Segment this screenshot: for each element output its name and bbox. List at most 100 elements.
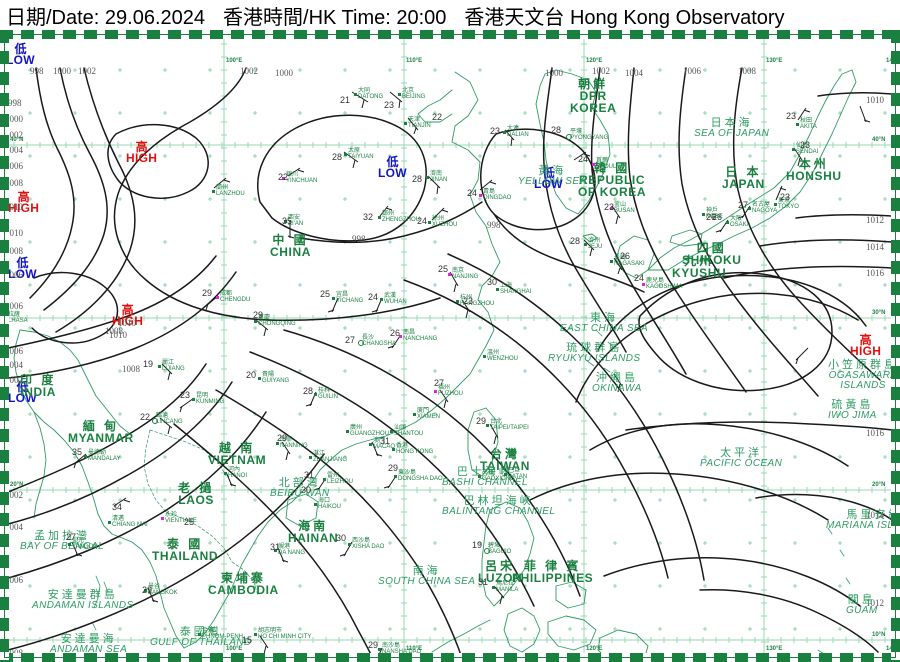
station-label-48: 雷州 LEIZHOU xyxy=(327,473,353,485)
station-label-en: TAIPEI/TAIPEI xyxy=(490,425,529,431)
pressure-centre-low-3: 低 LOW xyxy=(8,257,37,281)
station-label-20: 神戶 KOBE xyxy=(706,208,723,220)
station-label-en: BAGUIO xyxy=(488,549,512,555)
station-label-en: GUANGZHOU xyxy=(350,431,389,437)
station-marker-40 xyxy=(434,390,437,393)
isobar-label-38: 1016 xyxy=(866,428,884,438)
sea-label-en: IWO JIMA xyxy=(828,410,877,421)
station-label-cn: 成都 xyxy=(220,291,233,297)
sea-label-cn: 馬里安納 xyxy=(846,509,900,521)
station-temperature-17: 23 xyxy=(780,192,791,202)
sea-label-en: GUAM xyxy=(846,605,878,616)
station-temperature-2: 22 xyxy=(432,112,443,122)
station-label-63: 曼谷 BANGKOK xyxy=(148,584,178,596)
station-label-en: NANJING xyxy=(452,274,479,280)
country-label-cn: 中 國 xyxy=(272,233,309,247)
station-marker-10 xyxy=(592,163,595,166)
station-label-en: HAIKOU xyxy=(318,504,342,510)
isobar-label-6: 1002 xyxy=(592,66,610,76)
isobar-label-36: 1014 xyxy=(866,242,884,252)
station-label-14: 鹿兒島 KAGOSHIMA xyxy=(646,278,682,290)
isobar-label-8: 1006 xyxy=(683,66,701,76)
station-temperature-56: 30 xyxy=(336,533,347,543)
station-label-29: 拉薩 LHASA xyxy=(8,312,28,324)
station-marker-49 xyxy=(314,503,317,506)
pressure-centre-en: LOW xyxy=(8,267,37,281)
lat-label-right-2: 20°N xyxy=(872,482,886,488)
country-label-cn: 朝鮮 xyxy=(578,77,609,91)
pressure-centre-cn: 高 xyxy=(135,140,148,154)
isobar-label-35: 1012 xyxy=(866,215,884,225)
station-label-cn: 西安 xyxy=(288,215,301,221)
station-temperature-61: 34 xyxy=(112,502,123,512)
isobar-label-1: 1000 xyxy=(53,66,71,76)
station-label-32: 南京 NANJING xyxy=(452,268,478,280)
country-label-en: LUZON xyxy=(478,571,523,585)
weather-map[interactable]: 低 LOW 高 HIGH 高 HIGH 低 LOW 低 LOW xyxy=(0,30,900,662)
station-temperature-45: 31 xyxy=(380,436,391,446)
station-label-cn: 仙台 xyxy=(796,143,809,149)
station-label-en: TAIYUAN xyxy=(348,154,374,160)
station-marker-34 xyxy=(456,300,459,303)
station-marker-2 xyxy=(404,122,407,125)
pressure-centre-high-8: 高 HIGH xyxy=(850,333,881,357)
country-label-cn: 緬 甸 xyxy=(82,419,120,433)
station-label-cn: 徐州 xyxy=(432,216,445,222)
country-label-3: 日 本 JAPAN xyxy=(722,166,765,190)
station-label-cn: 澳門 xyxy=(373,438,386,444)
station-label-cn: 汕頭 xyxy=(394,425,407,431)
station-label-en: HANGZHOU xyxy=(460,301,495,307)
station-temperature-18: 27 xyxy=(738,200,749,210)
isobar-label-18: 1008 xyxy=(5,246,23,256)
country-label-0: 中 國 CHINA xyxy=(270,234,311,258)
sea-label-cn: 黃海 xyxy=(538,165,567,177)
station-label-cn: 福州 xyxy=(438,385,451,391)
station-marker-44 xyxy=(346,430,349,433)
pressure-centre-low-6: 低 LOW xyxy=(378,156,407,179)
isobar-label-34: 1010 xyxy=(866,95,884,105)
station-temperature-54: 29 xyxy=(388,463,399,473)
country-label-cn: 九州 xyxy=(684,254,715,268)
station-label-55: 巴旦 BATAN xyxy=(508,468,527,480)
station-marker-66 xyxy=(274,549,277,552)
station-temperature-27: 23 xyxy=(180,390,191,400)
station-label-cn: 南昌 xyxy=(403,330,416,336)
country-label-en: JAPAN xyxy=(722,177,765,191)
isobar-label-12: 1002 xyxy=(5,130,23,140)
station-label-en: NAGASAKI xyxy=(614,261,645,267)
station-marker-63 xyxy=(144,589,147,592)
country-label-14: 台灣 TAIWAN xyxy=(480,448,530,472)
station-label-en: HONG KONG xyxy=(396,449,434,455)
station-label-en: YANGON xyxy=(72,544,98,550)
station-marker-33 xyxy=(496,288,499,291)
station-temperature-59: 31 xyxy=(478,577,489,587)
pressure-centre-cn: 高 xyxy=(859,333,872,347)
station-label-1: 北京 BEIJING xyxy=(402,88,425,100)
pressure-centre-en: LOW xyxy=(6,53,35,67)
pressure-centre-cn: 高 xyxy=(17,190,30,204)
station-label-45: 澳門 MACAO xyxy=(373,438,395,450)
country-label-11: 本州 HONSHU xyxy=(786,158,842,182)
lon-label-top-2: 120°E xyxy=(586,58,603,64)
station-label-en: OSAKA xyxy=(730,222,751,228)
pressure-centre-high-5: 高 HIGH xyxy=(112,304,143,327)
station-label-en: JEJU xyxy=(588,244,603,250)
station-marker-50 xyxy=(276,442,279,445)
station-temperature-35: 24 xyxy=(368,292,379,302)
station-label-en: WUHAN xyxy=(384,299,407,305)
sea-label-8: 馬里安納 MARIANA ISLANDS xyxy=(826,510,900,531)
station-label-38: 南昌 NANCHANG xyxy=(403,330,437,342)
station-marker-13 xyxy=(610,260,613,263)
station-label-en: CHANGSHA xyxy=(362,341,397,347)
station-label-53: 高雄 GAOXIONG xyxy=(482,470,515,482)
sea-label-3: 琉球群島 RYUKYU ISLANDS xyxy=(548,343,640,364)
map-border-bottom xyxy=(0,653,900,662)
station-label-cn: 海口 xyxy=(318,498,331,504)
station-label-cn: 濟南 xyxy=(430,171,443,177)
station-label-en: LINCANG xyxy=(156,419,183,425)
station-label-cn: 清邁 xyxy=(112,516,125,522)
station-label-cn: 湛江 xyxy=(313,451,326,457)
station-label-cn: 南京 xyxy=(452,268,465,274)
station-label-60: 仰光 YANGON xyxy=(72,538,98,550)
lat-label-right-1: 30°N xyxy=(872,310,886,316)
